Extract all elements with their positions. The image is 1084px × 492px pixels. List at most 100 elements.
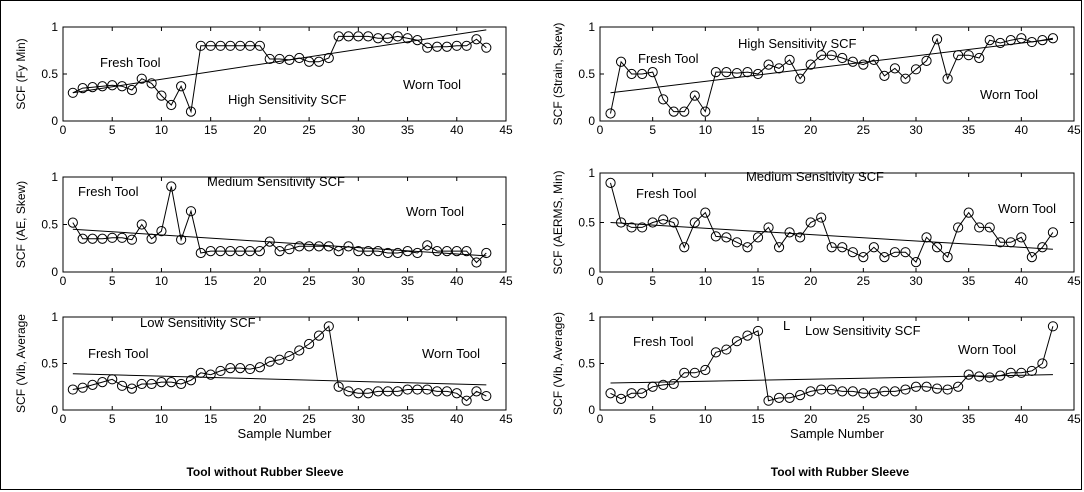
data-point xyxy=(461,40,472,51)
data-point xyxy=(313,56,325,67)
x-tick-label: 10 xyxy=(699,123,713,137)
data-point xyxy=(1026,252,1037,263)
x-tick-label: 20 xyxy=(804,412,818,426)
x-tick-label: 45 xyxy=(1067,274,1081,288)
data-point xyxy=(974,222,985,233)
data-point xyxy=(412,384,423,395)
y-tick-label: 1 xyxy=(588,310,595,324)
data-point xyxy=(136,378,147,390)
data-point xyxy=(668,378,679,390)
data-point xyxy=(343,31,354,42)
data-point xyxy=(837,242,848,253)
data-point xyxy=(215,365,226,377)
data-point xyxy=(166,377,177,388)
x-tick-label: 30 xyxy=(352,274,366,288)
data-point xyxy=(795,73,806,84)
data-point xyxy=(637,68,648,80)
data-point xyxy=(353,246,364,257)
data-point xyxy=(773,63,785,74)
data-point xyxy=(984,372,995,383)
data-point xyxy=(679,367,690,378)
data-point xyxy=(963,207,974,218)
y-tick-label: 0 xyxy=(51,265,58,279)
data-point xyxy=(868,242,879,253)
data-point xyxy=(284,244,295,255)
data-point xyxy=(146,78,157,89)
x-tick-label: 5 xyxy=(109,274,116,288)
data-point xyxy=(264,53,275,65)
data-point xyxy=(77,382,88,393)
data-point xyxy=(605,177,616,188)
data-point xyxy=(471,257,482,268)
x-tick-label: 5 xyxy=(649,412,656,426)
x-tick-label: 0 xyxy=(60,274,67,288)
data-point xyxy=(422,42,433,53)
y-axis-label: SCF (AE, Skew) xyxy=(14,181,28,268)
x-tick-label: 15 xyxy=(751,412,765,426)
data-point xyxy=(304,241,315,252)
annotation-label: Fresh Tool xyxy=(100,55,161,70)
x-tick-label: 15 xyxy=(751,123,765,137)
data-point xyxy=(294,345,305,356)
data-point xyxy=(146,378,157,390)
x-tick-label: 25 xyxy=(857,412,871,426)
x-tick-label: 45 xyxy=(499,412,513,426)
data-point xyxy=(637,388,648,399)
x-tick-label: 10 xyxy=(155,412,169,426)
data-point xyxy=(77,83,88,94)
x-tick-label: 40 xyxy=(450,412,464,426)
y-tick-label: 0.5 xyxy=(578,67,595,81)
x-tick-label: 30 xyxy=(352,123,366,137)
x-tick-label: 15 xyxy=(204,412,218,426)
data-point xyxy=(953,222,964,233)
data-point xyxy=(116,232,128,243)
data-point xyxy=(87,233,98,244)
data-point xyxy=(974,52,985,64)
data-point xyxy=(752,232,764,243)
data-point xyxy=(879,386,890,397)
data-point xyxy=(274,246,285,257)
y-tick-label: 1 xyxy=(588,166,595,180)
data-point xyxy=(126,383,138,394)
data-point xyxy=(274,53,285,65)
x-tick-label: 30 xyxy=(909,412,923,426)
data-point xyxy=(700,106,711,117)
data-point xyxy=(176,234,187,245)
x-tick-label: 0 xyxy=(60,123,67,137)
annotation-label: High Sensitivity SCF xyxy=(228,92,347,107)
chart-panel-4: 0 5 10 15 20 25 30 35 40 45 0 0.5 1 SCF (Strain, Skew… xyxy=(551,20,1081,137)
data-point xyxy=(921,381,932,392)
data-point xyxy=(333,31,344,42)
data-point xyxy=(67,217,78,228)
data-point xyxy=(615,393,627,404)
data-point xyxy=(795,390,806,401)
data-point xyxy=(264,356,275,367)
data-point xyxy=(185,206,197,217)
data-point xyxy=(858,252,869,263)
y-axis-label: SCF (Vib, Average xyxy=(14,314,28,413)
data-point xyxy=(176,378,187,390)
x-tick-label: 35 xyxy=(962,412,976,426)
data-point xyxy=(658,379,669,390)
data-point xyxy=(431,41,443,52)
data-point xyxy=(637,222,648,233)
data-point xyxy=(185,375,197,386)
data-point xyxy=(481,390,492,402)
data-point xyxy=(805,386,816,397)
data-point xyxy=(67,384,78,395)
x-tick-label: 5 xyxy=(649,123,656,137)
data-point xyxy=(107,232,118,243)
data-point xyxy=(658,214,669,225)
data-point xyxy=(847,386,858,397)
data-point xyxy=(422,384,433,395)
data-point xyxy=(441,41,453,52)
x-tick-label: 40 xyxy=(1015,412,1029,426)
x-tick-label: 35 xyxy=(401,412,415,426)
plot-area xyxy=(62,316,507,411)
left-caption: Tool without Rubber Sleeve xyxy=(186,465,344,479)
data-point xyxy=(205,369,216,380)
annotation-label: L xyxy=(783,318,790,333)
data-point xyxy=(205,246,216,257)
data-point xyxy=(372,386,384,397)
